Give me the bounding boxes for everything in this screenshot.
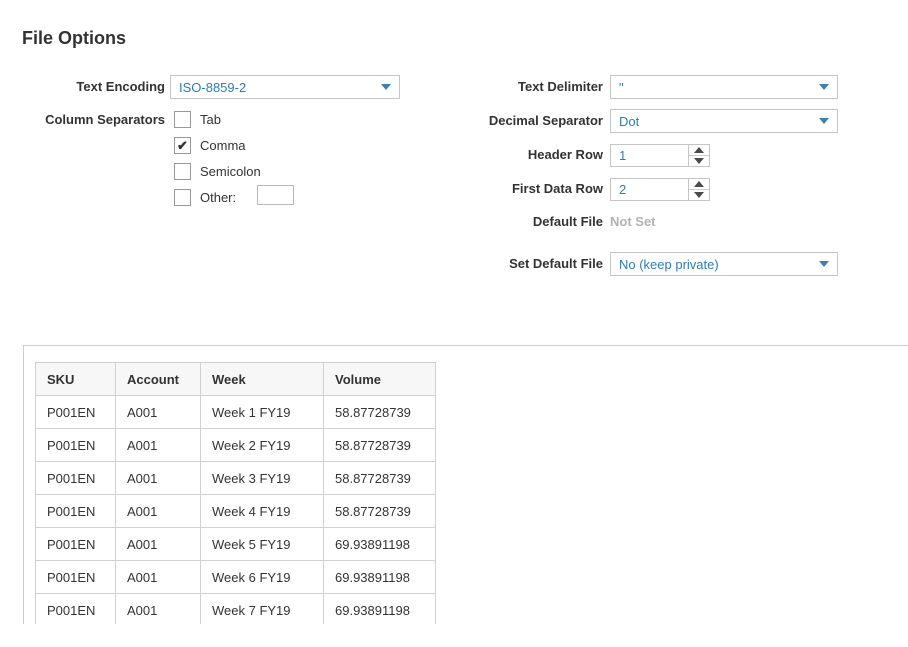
first-data-row-stepper bbox=[610, 178, 711, 201]
spin-down-button[interactable] bbox=[689, 190, 709, 200]
text-delimiter-label: Text Delimiter bbox=[517, 79, 603, 94]
text-delimiter-value: " bbox=[619, 79, 624, 95]
cell-week: Week 7 FY19 bbox=[200, 593, 324, 624]
header-row-input[interactable] bbox=[610, 144, 689, 167]
cell-sku: P001EN bbox=[35, 461, 116, 495]
decimal-separator-select[interactable]: Dot bbox=[610, 109, 838, 133]
table-row: P001EN A001 Week 5 FY19 69.93891198 bbox=[35, 527, 436, 561]
cell-volume: 58.87728739 bbox=[323, 395, 436, 429]
preview-table: SKU Account Week Volume P001EN A001 Week… bbox=[35, 362, 436, 624]
table-header-account: Account bbox=[115, 362, 201, 396]
first-data-row-input[interactable] bbox=[610, 178, 689, 201]
other-checkbox-label: Other: bbox=[200, 189, 237, 205]
text-encoding-label: Text Encoding bbox=[76, 79, 165, 94]
other-separator-input[interactable] bbox=[257, 185, 294, 205]
decimal-separator-value: Dot bbox=[619, 113, 640, 129]
cell-volume: 69.93891198 bbox=[323, 527, 436, 561]
semicolon-checkbox[interactable] bbox=[174, 162, 191, 180]
checkbox-row-other: Other: bbox=[174, 188, 236, 206]
arrow-up-icon bbox=[694, 147, 704, 153]
text-delimiter-select[interactable]: " bbox=[610, 75, 838, 99]
arrow-down-icon bbox=[694, 192, 704, 198]
tab-checkbox-label: Tab bbox=[200, 111, 221, 127]
cell-week: Week 6 FY19 bbox=[200, 560, 324, 594]
cell-volume: 58.87728739 bbox=[323, 494, 436, 528]
cell-sku: P001EN bbox=[35, 395, 116, 429]
chevron-down-icon bbox=[819, 261, 829, 267]
page-title: File Options bbox=[22, 28, 127, 48]
table-row: P001EN A001 Week 2 FY19 58.87728739 bbox=[35, 428, 436, 462]
spin-up-button[interactable] bbox=[689, 145, 709, 156]
table-header-sku: SKU bbox=[35, 362, 116, 396]
table-row: P001EN A001 Week 6 FY19 69.93891198 bbox=[35, 560, 436, 594]
spin-down-button[interactable] bbox=[689, 156, 709, 166]
cell-volume: 58.87728739 bbox=[323, 428, 436, 462]
first-data-row-label: First Data Row bbox=[511, 181, 603, 196]
cell-volume: 58.87728739 bbox=[323, 461, 436, 495]
cell-week: Week 3 FY19 bbox=[200, 461, 324, 495]
cell-week: Week 2 FY19 bbox=[200, 428, 324, 462]
cell-sku: P001EN bbox=[35, 494, 116, 528]
decimal-separator-label: Decimal Separator bbox=[488, 113, 603, 128]
spin-up-button[interactable] bbox=[689, 179, 709, 190]
table-header-week: Week bbox=[200, 362, 324, 396]
semicolon-checkbox-label: Semicolon bbox=[200, 163, 261, 179]
cell-volume: 69.93891198 bbox=[323, 560, 436, 594]
arrow-up-icon bbox=[694, 181, 704, 187]
header-row-spin-buttons bbox=[688, 144, 710, 167]
default-file-label: Default File bbox=[532, 214, 603, 229]
cell-week: Week 4 FY19 bbox=[200, 494, 324, 528]
preview-table-region: SKU Account Week Volume P001EN A001 Week… bbox=[23, 345, 908, 624]
cell-account: A001 bbox=[115, 461, 201, 495]
cell-account: A001 bbox=[115, 395, 201, 429]
table-header-row: SKU Account Week Volume bbox=[35, 362, 436, 396]
set-default-file-label: Set Default File bbox=[509, 256, 603, 271]
set-default-file-select[interactable]: No (keep private) bbox=[610, 252, 838, 276]
cell-sku: P001EN bbox=[35, 527, 116, 561]
column-separators-label: Column Separators bbox=[45, 112, 165, 127]
first-data-row-spin-buttons bbox=[688, 178, 710, 201]
cell-week: Week 5 FY19 bbox=[200, 527, 324, 561]
cell-volume: 69.93891198 bbox=[323, 593, 436, 624]
other-checkbox[interactable] bbox=[174, 188, 191, 206]
comma-checkbox[interactable]: ✔ bbox=[174, 136, 191, 154]
cell-sku: P001EN bbox=[35, 560, 116, 594]
arrow-down-icon bbox=[694, 158, 704, 164]
cell-account: A001 bbox=[115, 494, 201, 528]
cell-account: A001 bbox=[115, 428, 201, 462]
checkbox-row-comma: ✔ Comma bbox=[174, 136, 246, 154]
checkbox-row-tab: Tab bbox=[174, 110, 221, 128]
cell-account: A001 bbox=[115, 527, 201, 561]
cell-week: Week 1 FY19 bbox=[200, 395, 324, 429]
chevron-down-icon bbox=[819, 84, 829, 90]
chevron-down-icon bbox=[381, 84, 391, 90]
table-row: P001EN A001 Week 7 FY19 69.93891198 bbox=[35, 593, 436, 624]
text-encoding-value: ISO-8859-2 bbox=[179, 79, 247, 95]
table-header-volume: Volume bbox=[323, 362, 436, 396]
cell-sku: P001EN bbox=[35, 593, 116, 624]
comma-checkbox-label: Comma bbox=[200, 137, 246, 153]
default-file-value: Not Set bbox=[610, 214, 656, 229]
text-encoding-select[interactable]: ISO-8859-2 bbox=[170, 75, 400, 99]
table-row: P001EN A001 Week 1 FY19 58.87728739 bbox=[35, 395, 436, 429]
tab-checkbox[interactable] bbox=[174, 110, 191, 128]
chevron-down-icon bbox=[819, 118, 829, 124]
cell-account: A001 bbox=[115, 593, 201, 624]
set-default-file-value: No (keep private) bbox=[619, 256, 719, 272]
cell-account: A001 bbox=[115, 560, 201, 594]
header-row-label: Header Row bbox=[527, 147, 603, 162]
checkbox-row-semicolon: Semicolon bbox=[174, 162, 261, 180]
cell-sku: P001EN bbox=[35, 428, 116, 462]
table-row: P001EN A001 Week 3 FY19 58.87728739 bbox=[35, 461, 436, 495]
table-row: P001EN A001 Week 4 FY19 58.87728739 bbox=[35, 494, 436, 528]
header-row-stepper bbox=[610, 144, 711, 167]
